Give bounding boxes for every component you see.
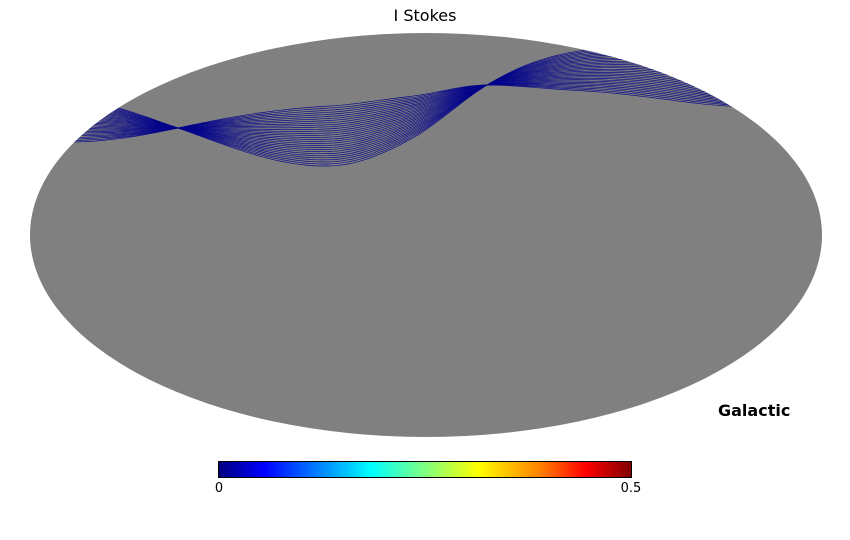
colorbar-min-label: 0 [214, 481, 224, 496]
colorbar-max-label: 0.5 [620, 481, 642, 496]
figure-title: I Stokes [393, 6, 457, 25]
colorbar [218, 461, 632, 478]
sky-map-ellipse [30, 33, 822, 437]
coordinate-system-label: Galactic [718, 401, 791, 420]
